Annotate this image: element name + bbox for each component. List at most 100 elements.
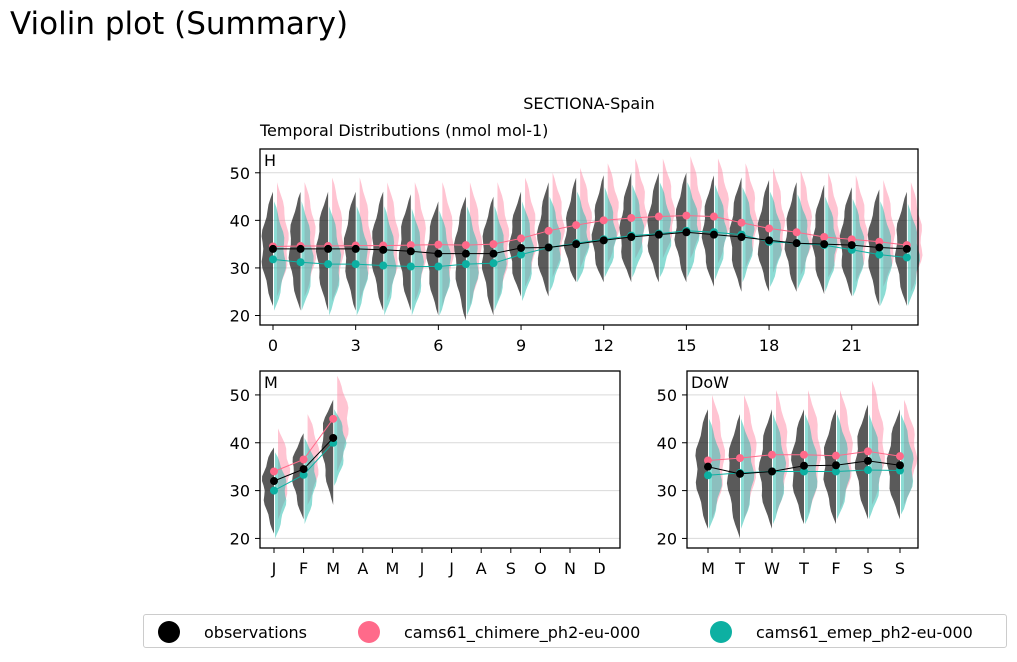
median-point-chimere — [270, 467, 278, 476]
x-tick-label: J — [271, 559, 277, 578]
median-point-chimere — [544, 226, 553, 235]
violin-observations — [288, 191, 301, 311]
median-point-observations — [768, 467, 776, 476]
median-point-chimere — [768, 450, 776, 459]
median-point-chimere — [864, 447, 872, 456]
violin-observations — [823, 409, 836, 525]
axes-frame — [259, 370, 621, 549]
median-point-observations — [270, 477, 278, 486]
median-point-observations — [847, 241, 856, 250]
median-point-emep — [324, 260, 333, 269]
median-point-emep — [351, 260, 360, 269]
x-tick-label: S — [506, 559, 516, 578]
median-point-chimere — [599, 216, 608, 225]
violin-emep — [773, 414, 787, 525]
median-point-chimere — [832, 451, 840, 460]
median-point-chimere — [434, 240, 443, 249]
violin-emep — [770, 191, 782, 287]
median-point-observations — [406, 247, 415, 256]
x-tick-label: 6 — [433, 336, 443, 355]
legend-item-chimere: cams61_chimere_ph2-eu-000 — [358, 615, 640, 649]
median-point-observations — [736, 469, 744, 478]
median-point-chimere — [627, 213, 636, 222]
median-point-emep — [434, 262, 443, 271]
median-point-emep — [406, 262, 415, 271]
x-tick-label: N — [564, 559, 576, 578]
x-tick-label: W — [764, 559, 780, 578]
median-point-emep — [704, 471, 712, 480]
median-point-chimere — [572, 221, 581, 230]
median-point-chimere — [896, 452, 904, 461]
legend-label-chimere: cams61_chimere_ph2-eu-000 — [404, 622, 641, 642]
legend-item-emep: cams61_emep_ph2-eu-000 — [710, 615, 973, 649]
x-tick-label: M — [701, 559, 715, 578]
violin-emep — [275, 452, 287, 539]
legend-marker-observations — [158, 621, 180, 643]
median-point-chimere — [875, 237, 884, 246]
median-point-chimere — [820, 233, 829, 241]
median-point-observations — [461, 249, 470, 258]
violin-emep — [494, 206, 507, 311]
violin-emep — [356, 206, 369, 316]
violin-observations — [398, 194, 411, 311]
median-point-emep — [800, 467, 808, 476]
violin-emep — [632, 184, 645, 278]
violin-observations — [867, 189, 880, 306]
violin-observations — [292, 433, 304, 520]
legend: observations cams61_chimere_ph2-eu-000 c… — [143, 614, 1007, 648]
median-line-observations — [273, 231, 907, 255]
violin-emep — [549, 196, 561, 292]
y-tick-label: 20 — [657, 529, 677, 548]
x-tick-label: J — [419, 559, 425, 578]
y-tick-label: 30 — [230, 259, 250, 278]
median-point-chimere — [654, 212, 663, 221]
violin-observations — [371, 191, 384, 311]
median-point-observations — [296, 244, 305, 253]
x-tick-label: 9 — [516, 336, 526, 355]
median-point-observations — [572, 240, 581, 249]
violin-observations — [784, 182, 797, 292]
violin-emep — [604, 187, 617, 278]
panel-label: M — [264, 373, 278, 392]
median-point-observations — [299, 465, 308, 474]
y-tick-label: 30 — [657, 482, 677, 501]
violin-observations — [481, 196, 494, 316]
x-tick-label: J — [448, 559, 454, 578]
violin-observations — [758, 409, 772, 529]
violin-emep — [384, 206, 397, 316]
violin-observations — [315, 191, 329, 311]
x-tick-label: O — [534, 559, 547, 578]
violin-observations — [695, 409, 708, 529]
violin-emep — [411, 208, 424, 316]
y-tick-label: 50 — [230, 164, 250, 183]
median-point-observations — [737, 233, 746, 241]
violin-emep — [907, 203, 920, 306]
median-point-observations — [269, 244, 277, 253]
median-point-observations — [902, 244, 911, 253]
panel-label: H — [264, 151, 276, 170]
violin-emep — [880, 201, 893, 306]
x-tick-label: S — [863, 559, 873, 578]
x-tick-label: F — [299, 559, 308, 578]
violin-observations — [261, 191, 273, 306]
median-point-emep — [489, 259, 498, 268]
median-point-chimere — [847, 235, 856, 244]
median-point-observations — [324, 244, 333, 253]
median-point-observations — [517, 243, 526, 252]
axes-frame — [686, 370, 919, 549]
violin-emep — [709, 418, 722, 529]
violin-emep — [901, 414, 914, 515]
median-point-observations — [709, 230, 718, 239]
violin-emep — [837, 414, 851, 520]
x-tick-label: 0 — [268, 336, 278, 355]
violin-observations — [536, 182, 549, 297]
violin-emep — [687, 182, 700, 278]
violin-observations — [812, 184, 825, 295]
median-point-observations — [832, 461, 840, 470]
median-point-chimere — [709, 212, 718, 221]
median-point-observations — [765, 236, 774, 245]
median-point-observations — [800, 461, 808, 470]
violin-observations — [647, 172, 659, 283]
